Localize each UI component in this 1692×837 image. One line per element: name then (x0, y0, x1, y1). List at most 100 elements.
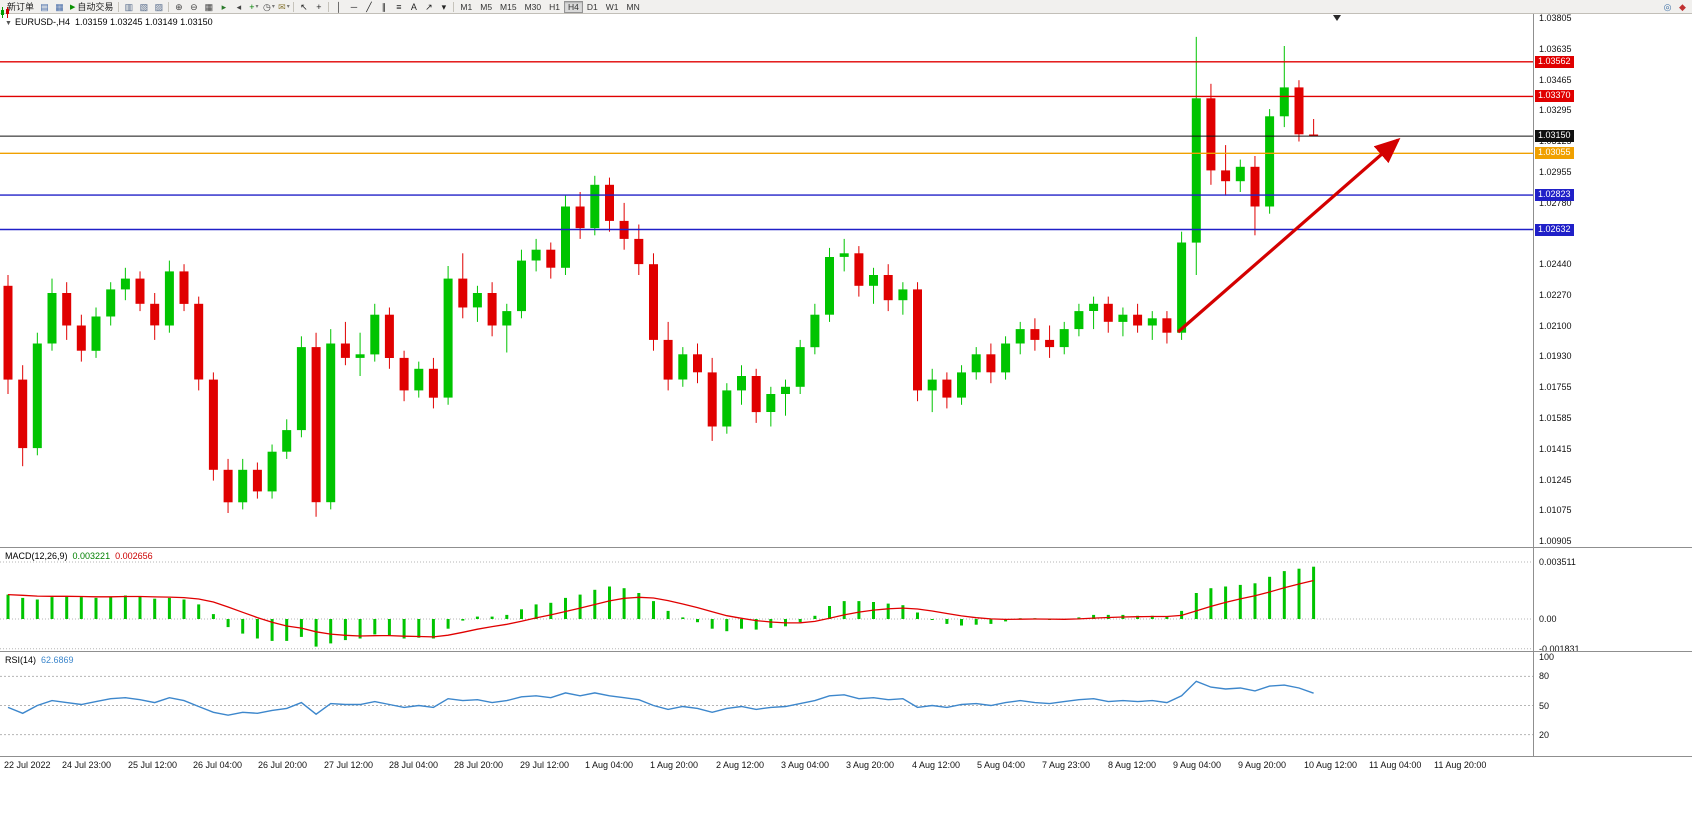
timeframe-mn-button[interactable]: MN (626, 1, 640, 12)
timeframe-m30-button[interactable]: M30 (524, 1, 542, 12)
macd-bar (314, 619, 318, 647)
macd-tick-label: 0.00 (1539, 614, 1557, 624)
candle (1147, 318, 1157, 326)
macd-bar (94, 597, 98, 619)
timeframe-d1-button[interactable]: D1 (586, 1, 598, 12)
timeframes-menu-icon[interactable]: ◷ ▾ (262, 1, 275, 12)
macd-bar (710, 619, 714, 629)
chart-shift-icon[interactable]: ◂ (236, 1, 242, 12)
macd-panel-canvas[interactable] (0, 548, 1533, 651)
horizontal-line-icon[interactable]: ─ (350, 1, 358, 12)
candle (106, 289, 116, 317)
macd-bar (520, 609, 523, 619)
candle (957, 372, 966, 398)
candle (927, 379, 937, 391)
macd-bar (622, 588, 626, 619)
candle (120, 278, 130, 290)
zoom-in-icon[interactable]: ⊕ (175, 1, 183, 12)
timeframe-m5-button[interactable]: M5 (480, 1, 493, 12)
shapes-menu-icon[interactable]: ▾ (441, 1, 447, 12)
trend-arrow[interactable] (1176, 137, 1401, 334)
new-order-button[interactable]: 新订单 (1, 1, 37, 18)
cursor-icon[interactable]: ↖ (300, 1, 308, 12)
timeframe-h4-button[interactable]: H4 (564, 0, 583, 13)
fibonacci-icon[interactable]: ≡ (396, 1, 402, 12)
candle (428, 368, 438, 398)
chart-shift-marker-icon[interactable] (1333, 15, 1341, 21)
candle (766, 394, 776, 412)
vertical-line-icon[interactable]: │ (336, 1, 342, 12)
candle (575, 206, 585, 229)
candle (839, 253, 849, 257)
macd-bar (226, 619, 230, 628)
macd-bar (842, 601, 846, 619)
rsi-value: 62.6869 (41, 655, 74, 665)
macd-bar (431, 619, 435, 639)
collapse-chart-icon[interactable]: ▼ (5, 20, 12, 27)
auto-trading-button[interactable]: ▶ 自动交易 (67, 1, 116, 13)
timeframe-m15-button[interactable]: M15 (500, 1, 517, 12)
rsi-tick-label: 80 (1539, 671, 1550, 682)
text-label-icon[interactable]: A (410, 1, 417, 12)
macd-bar (329, 619, 333, 644)
price-tick-label: 1.03805 (1539, 13, 1572, 23)
price-line-badge: 1.02823 (1535, 189, 1574, 202)
bar-chart-icon[interactable]: ▨ (154, 1, 164, 12)
panel-separator[interactable] (0, 651, 1692, 652)
rsi-panel-canvas[interactable] (0, 652, 1533, 755)
community-icon[interactable]: ◆ (1679, 1, 1686, 12)
arrow-objects-icon[interactable]: ↗ (425, 1, 433, 12)
time-label: 5 Aug 04:00 (977, 760, 1026, 770)
add-indicator-icon[interactable]: + ▾ (249, 1, 259, 12)
crosshair-icon[interactable]: + (316, 1, 322, 12)
tile-windows-icon[interactable]: ▦ (204, 1, 214, 12)
candle (883, 275, 893, 301)
price-tick-label: 1.03465 (1539, 74, 1572, 85)
macd-bar (446, 619, 450, 629)
auto-scroll-icon[interactable]: ▸ (221, 1, 227, 12)
macd-bar (109, 597, 113, 619)
candle (179, 271, 189, 304)
trendline-icon[interactable]: ╱ (366, 1, 372, 12)
time-label: 29 Jul 12:00 (520, 760, 570, 770)
search-icon[interactable]: ◎ (1663, 1, 1672, 12)
macd-bar (681, 617, 685, 619)
candle (1309, 134, 1319, 137)
time-label: 24 Jul 23:00 (62, 760, 112, 770)
price-scale[interactable]: 1.038051.036351.034651.032951.031251.029… (1533, 13, 1692, 756)
candle (1162, 318, 1172, 333)
price-tick-label: 1.02100 (1539, 320, 1572, 331)
templates-icon[interactable]: ✉ ▾ (278, 1, 290, 12)
candles (3, 36, 1319, 517)
indicator-list-icon[interactable]: ▥ (124, 1, 134, 12)
macd-bar (989, 619, 993, 624)
macd-tick-label: -0.001831 (1539, 643, 1580, 654)
equidistant-channel-icon[interactable]: ∥ (381, 1, 387, 12)
rsi-line (7, 680, 1314, 716)
timeframe-h1-button[interactable]: H1 (549, 1, 561, 12)
chart-window-icon[interactable]: ▤ (40, 1, 49, 12)
candle (942, 379, 952, 398)
macd-bar (769, 619, 773, 628)
timeframe-m1-button[interactable]: M1 (460, 1, 473, 12)
objects-list-icon[interactable]: ▧ (139, 1, 149, 12)
zoom-out-icon[interactable]: ⊖ (190, 1, 198, 12)
candle (194, 303, 204, 380)
candle (722, 390, 732, 427)
time-label: 7 Aug 23:00 (1042, 760, 1091, 770)
timeframe-w1-button[interactable]: W1 (605, 1, 619, 12)
macd-bar (343, 619, 347, 641)
candle (282, 430, 292, 452)
macd-bar (945, 619, 949, 624)
time-axis[interactable]: 22 Jul 2022 24 Jul 23:00 25 Jul 12:00 26 Ju… (0, 756, 1692, 837)
time-label: 8 Aug 12:00 (1108, 760, 1157, 770)
macd-histogram (6, 566, 1316, 647)
candle (76, 325, 86, 351)
panel-separator[interactable] (0, 547, 1692, 548)
price-chart-canvas[interactable] (0, 14, 1533, 547)
candle (311, 347, 321, 503)
candle (208, 379, 218, 470)
candle (971, 354, 981, 373)
chart-profiles-icon[interactable]: ▦ (55, 1, 64, 12)
candle (399, 357, 409, 391)
